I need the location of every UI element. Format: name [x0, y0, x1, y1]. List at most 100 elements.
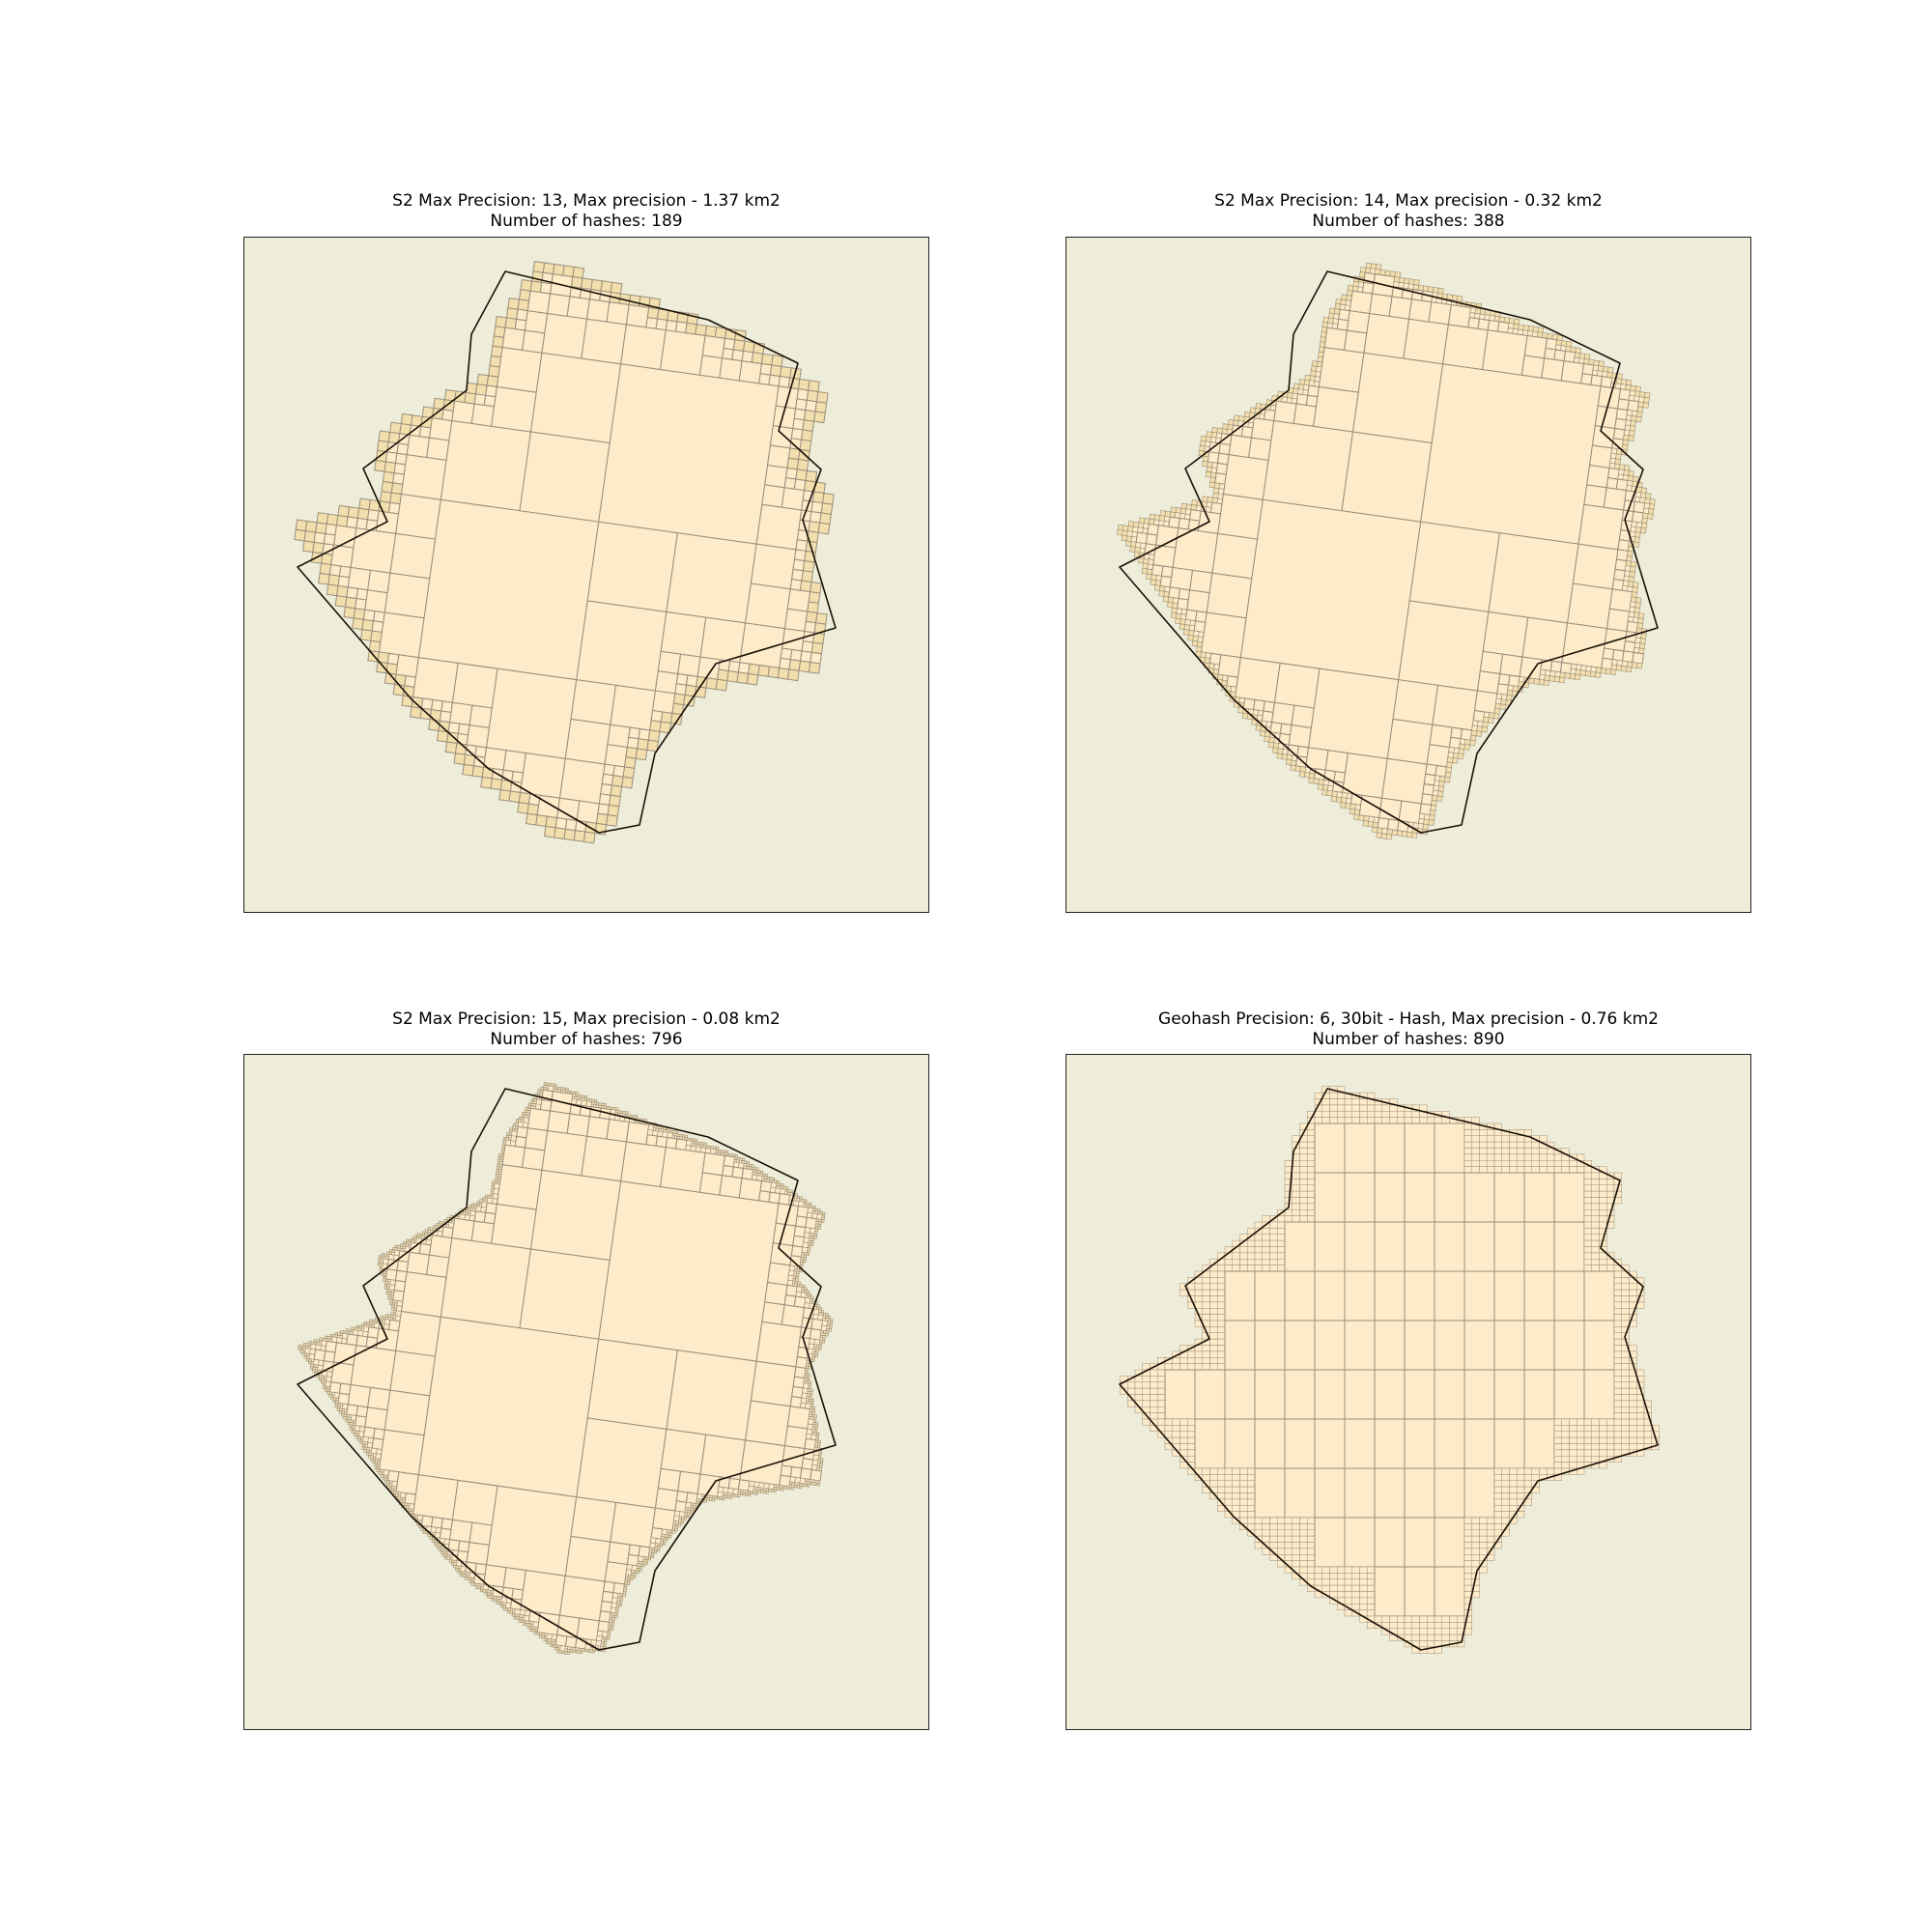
hash-cell	[1202, 1474, 1210, 1481]
hash-cell	[1157, 1406, 1166, 1413]
hash-cell	[796, 459, 810, 471]
hash-cell	[1463, 1566, 1472, 1574]
hash-cell	[807, 601, 819, 614]
hash-cell	[723, 1154, 736, 1168]
hash-cell	[680, 1520, 684, 1525]
hash-cell	[650, 709, 664, 723]
hash-cell	[440, 700, 454, 714]
hash-cell	[1581, 362, 1595, 376]
hash-cell	[1463, 1535, 1472, 1543]
hash-cell	[1288, 724, 1312, 749]
hash-cell	[521, 329, 546, 354]
hash-cell	[1460, 727, 1473, 741]
hash-cell	[337, 1392, 351, 1406]
hash-cell	[1351, 352, 1444, 444]
hash-cell	[799, 1268, 803, 1273]
hash-cell	[1217, 1289, 1226, 1296]
hash-cell	[1463, 744, 1470, 751]
hash-cell	[1411, 1628, 1420, 1635]
hash-cell	[355, 517, 369, 530]
map-frame[interactable]	[1065, 237, 1751, 913]
hash-cell	[337, 575, 351, 588]
hash-cell	[793, 549, 807, 562]
map-frame[interactable]	[1065, 1054, 1751, 1730]
hash-cell	[1232, 1486, 1240, 1493]
hash-cell	[1307, 1179, 1316, 1185]
hash-cell	[1613, 1301, 1622, 1309]
hash-cell	[1583, 1369, 1615, 1420]
hash-cell	[1307, 1523, 1316, 1530]
hash-cell	[1194, 1357, 1203, 1364]
hash-cell	[1202, 1295, 1210, 1303]
hash-cell	[1463, 1166, 1472, 1174]
map-frame[interactable]	[243, 1054, 929, 1730]
hash-cell	[335, 515, 349, 527]
hash-cell	[347, 566, 372, 591]
hash-cell	[659, 1543, 664, 1548]
hash-cell	[1404, 1172, 1435, 1223]
hash-cell	[1374, 1418, 1406, 1469]
hash-cell	[1337, 1111, 1346, 1118]
hash-cell	[1621, 1425, 1630, 1432]
hash-cell	[657, 1467, 682, 1492]
hash-cell	[1194, 1289, 1203, 1296]
hash-cell	[1278, 732, 1292, 746]
hash-cell	[1606, 1184, 1615, 1192]
hash-cell	[1425, 763, 1437, 777]
hash-cell	[1247, 1492, 1256, 1500]
area-boundary	[1119, 1088, 1659, 1651]
hash-cell	[1299, 1560, 1308, 1568]
hash-cell	[1473, 690, 1498, 714]
hash-cell	[355, 598, 367, 611]
hash-cell	[1127, 1381, 1136, 1389]
hash-cell	[1299, 1179, 1308, 1185]
hash-cell	[333, 525, 357, 549]
hash-cell	[1187, 1436, 1196, 1444]
hash-cell	[1179, 1357, 1188, 1364]
hash-cell	[1436, 795, 1443, 803]
hash-cell	[1217, 654, 1241, 678]
map-canvas	[294, 261, 837, 844]
hash-cell	[389, 421, 402, 435]
hash-cell	[1487, 1148, 1495, 1155]
hash-cell	[1501, 1166, 1510, 1174]
hash-cell	[1449, 1615, 1458, 1623]
map-frame[interactable]	[243, 237, 929, 913]
hash-cell	[1361, 281, 1375, 295]
hash-cell	[638, 1545, 651, 1558]
title-line-1: S2 Max Precision: 15, Max precision - 0.…	[392, 1009, 781, 1029]
hash-cell	[1239, 1486, 1248, 1493]
hash-cell	[801, 570, 814, 583]
hash-cell	[1621, 1283, 1630, 1291]
hash-cell	[1404, 1467, 1435, 1519]
hash-cell	[660, 1428, 707, 1475]
hash-cell	[514, 318, 527, 331]
hash-cell	[1209, 501, 1223, 515]
hash-cell	[1351, 1566, 1360, 1574]
hash-cell	[1269, 1228, 1278, 1235]
hash-cell	[600, 280, 613, 294]
hash-cell	[810, 1242, 814, 1247]
hash-cell	[343, 606, 356, 619]
hash-cell	[1636, 1418, 1645, 1426]
hash-cell	[1487, 1535, 1495, 1543]
hash-cell	[1599, 1436, 1607, 1444]
hash-cell	[1493, 1369, 1525, 1420]
hash-cell	[793, 478, 807, 492]
hash-cell	[489, 355, 502, 368]
hash-cell	[1419, 1628, 1428, 1635]
hash-cell	[371, 1437, 384, 1451]
hash-cell	[796, 1206, 810, 1218]
hash-cell	[607, 724, 631, 749]
hash-cell	[1501, 1486, 1510, 1493]
hash-cell	[485, 1485, 578, 1577]
hash-cell	[498, 789, 512, 802]
hash-cell	[1157, 1418, 1166, 1426]
hash-cell	[1487, 1141, 1495, 1149]
hash-cell	[1411, 1615, 1420, 1623]
hash-cell	[604, 1561, 628, 1585]
hash-cell	[564, 1635, 578, 1649]
hash-cell	[1299, 1148, 1308, 1155]
hash-cell	[1501, 1498, 1510, 1506]
hash-cell	[1517, 1492, 1525, 1500]
